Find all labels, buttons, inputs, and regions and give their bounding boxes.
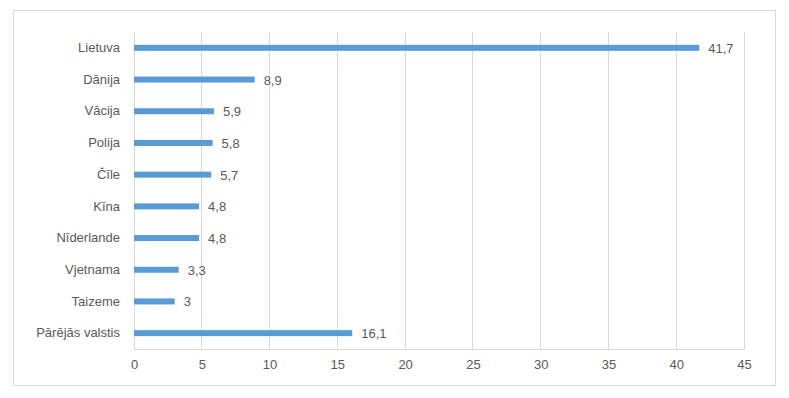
x-tick-label: 40 <box>669 357 683 372</box>
x-tick-label: 5 <box>199 357 206 372</box>
y-tick-label: Lietuva <box>78 40 121 55</box>
grid-line <box>676 32 677 349</box>
x-tick: 10 <box>263 349 277 372</box>
bar <box>134 172 211 178</box>
y-tick-label: Polija <box>88 135 121 150</box>
x-tick: 30 <box>534 349 548 372</box>
bar <box>134 235 199 241</box>
grid-line <box>540 32 541 349</box>
y-tick-label: Dānija <box>83 72 121 87</box>
x-tick: 25 <box>466 349 480 372</box>
x-tick: 15 <box>331 349 345 372</box>
data-labels: 41,7 8,9 5,9 5,8 5,7 4,8 4,8 3,3 3 16,1 <box>184 41 734 341</box>
x-axis-line <box>135 349 745 350</box>
data-label: 4,8 <box>208 231 226 246</box>
y-tick: Vjetnama <box>65 262 134 277</box>
y-tick-label: Čīle <box>97 167 120 182</box>
x-tick: 45 <box>737 349 751 372</box>
x-tick-label: 20 <box>398 357 412 372</box>
x-tick: 20 <box>398 349 412 372</box>
data-label: 3,3 <box>188 263 206 278</box>
grid-line <box>337 32 338 349</box>
y-tick-label: Pārējās valstis <box>36 325 120 340</box>
y-axis: Lietuva Dānija Vācija Polija Čīle Kīna Nīderla… <box>36 33 134 350</box>
x-tick-label: 30 <box>534 357 548 372</box>
y-tick: Čīle <box>97 167 134 182</box>
y-tick-label: Nīderlande <box>56 230 120 245</box>
bar <box>134 108 214 114</box>
x-tick-label: 0 <box>131 357 138 372</box>
y-tick: Pārējās valstis <box>36 325 134 340</box>
x-tick-label: 15 <box>331 357 345 372</box>
data-label: 3 <box>184 294 191 309</box>
data-label: 5,9 <box>223 104 241 119</box>
y-tick-label: Taizeme <box>72 294 120 309</box>
data-label: 5,8 <box>222 136 240 151</box>
y-tick: Vācija <box>85 103 134 118</box>
bar <box>134 298 175 304</box>
data-label: 16,1 <box>361 326 386 341</box>
data-label: 8,9 <box>264 73 282 88</box>
x-tick-label: 45 <box>737 357 751 372</box>
bars <box>134 45 699 336</box>
bar <box>134 330 352 336</box>
x-tick-label: 25 <box>466 357 480 372</box>
bar <box>134 45 699 51</box>
y-tick: Dānija <box>83 72 134 87</box>
x-tick: 5 <box>199 349 206 372</box>
data-label: 41,7 <box>708 41 733 56</box>
data-label: 4,8 <box>208 199 226 214</box>
bar <box>134 267 179 273</box>
x-tick-label: 35 <box>602 357 616 372</box>
y-tick: Lietuva <box>78 40 134 55</box>
grid-line <box>405 32 406 349</box>
y-tick: Taizeme <box>72 294 134 309</box>
y-tick-label: Vācija <box>85 103 121 118</box>
y-tick: Kīna <box>93 199 134 214</box>
y-tick-label: Vjetnama <box>65 262 121 277</box>
bar <box>134 203 199 209</box>
grid-line <box>472 32 473 349</box>
grid <box>134 32 744 349</box>
data-label: 5,7 <box>220 168 238 183</box>
grid-line <box>608 32 609 349</box>
x-tick: 0 <box>131 349 138 372</box>
bar <box>134 77 255 83</box>
chart-frame <box>14 11 776 386</box>
x-tick-label: 10 <box>263 357 277 372</box>
y-tick: Polija <box>88 135 134 150</box>
chart: 0 5 10 15 20 25 30 35 40 45 Lietuva Dānija Vācija Pol… <box>0 0 789 398</box>
x-axis: 0 5 10 15 20 25 30 35 40 45 <box>131 349 752 372</box>
bar <box>134 140 213 146</box>
grid-line <box>744 32 745 349</box>
y-tick: Nīderlande <box>56 230 134 245</box>
y-tick-label: Kīna <box>93 199 121 214</box>
x-tick: 40 <box>669 349 683 372</box>
x-tick: 35 <box>602 349 616 372</box>
